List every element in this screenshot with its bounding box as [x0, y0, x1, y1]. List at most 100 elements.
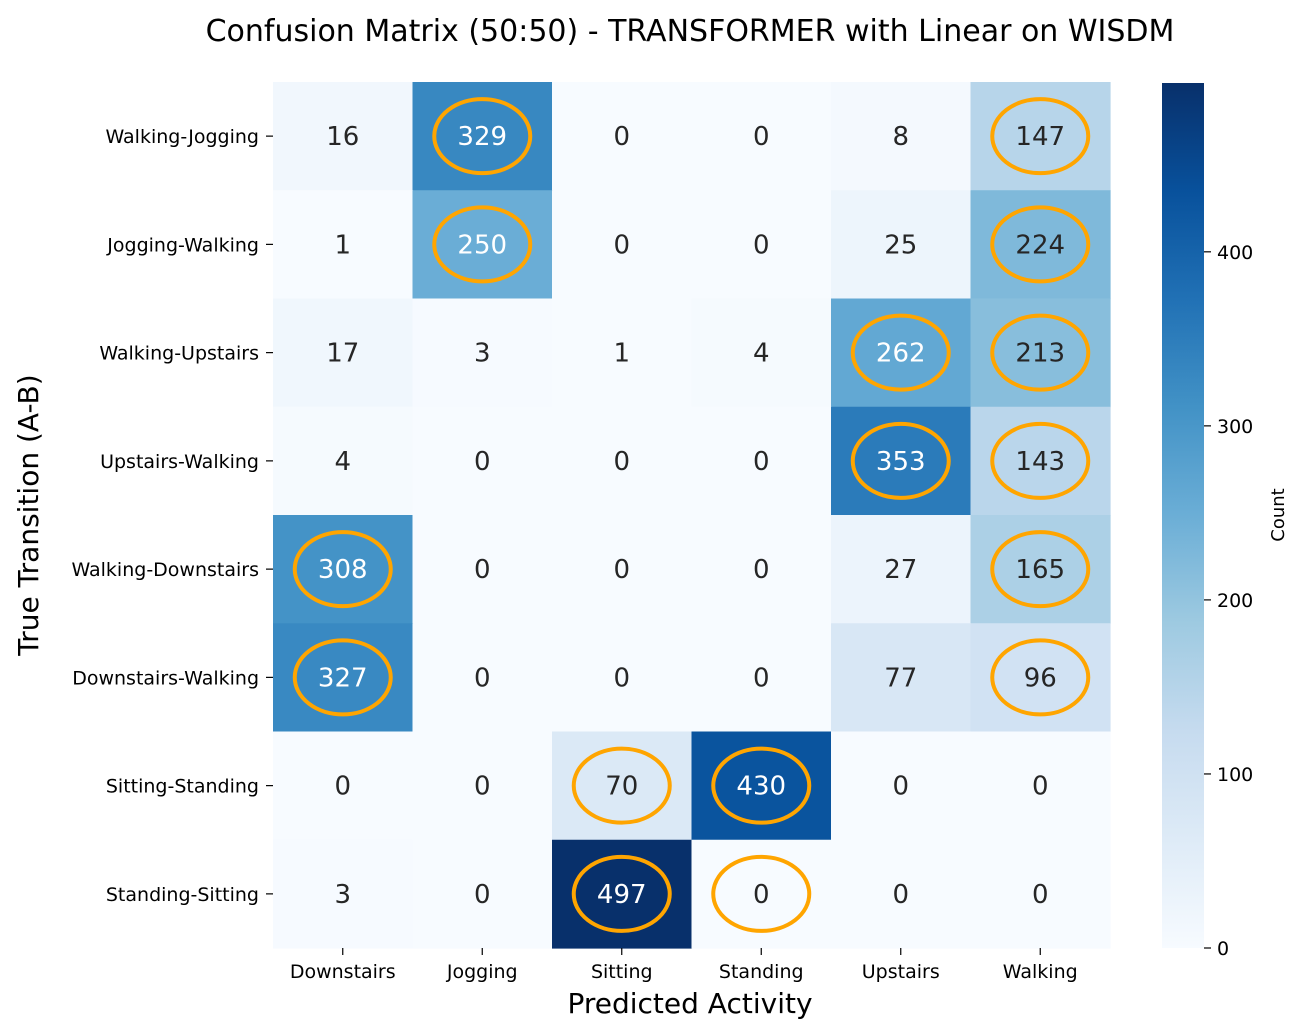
cell-value-1-5: 224: [1015, 230, 1065, 260]
cell-value-6-4: 0: [892, 772, 909, 802]
x-tick-label-jogging: Jogging: [446, 961, 518, 983]
cell-value-2-1: 3: [474, 339, 491, 369]
cell-5-4: [831, 623, 972, 733]
cell-value-0-0: 16: [326, 122, 359, 152]
highlight-ellipse-3-4: [850, 421, 951, 500]
colorbar-tick-label-0: 0: [1217, 938, 1229, 960]
y-axis-label: True Transition (A-B): [12, 374, 45, 656]
cell-7-5: [970, 839, 1111, 949]
y-tick-label-sitting-standing: Sitting-Standing: [106, 776, 259, 798]
cell-value-3-0: 4: [334, 447, 351, 477]
y-tick-label-walking-downstairs: Walking-Downstairs: [71, 559, 259, 581]
cell-4-4: [831, 515, 972, 624]
cell-value-5-3: 0: [753, 663, 770, 693]
cell-4-2: [552, 515, 693, 624]
cell-value-0-3: 0: [753, 122, 770, 152]
highlight-ellipse-1-1: [432, 205, 533, 284]
cell-value-6-1: 0: [474, 772, 491, 802]
y-tick-label-walking-jogging: Walking-Jogging: [105, 126, 259, 148]
x-tick-label-sitting: Sitting: [591, 961, 653, 983]
cell-4-1: [412, 515, 553, 624]
highlight-ellipse-2-4: [850, 313, 951, 392]
cell-0-3: [691, 82, 832, 191]
cell-value-3-1: 0: [474, 447, 491, 477]
cell-value-6-3: 430: [736, 772, 786, 802]
cell-2-2: [552, 298, 693, 408]
cell-2-1: [412, 298, 553, 408]
cell-value-7-0: 3: [334, 880, 351, 910]
x-tick-label-standing: Standing: [719, 961, 804, 983]
cell-value-7-4: 0: [892, 880, 909, 910]
cell-value-5-4: 77: [884, 663, 917, 693]
cell-value-3-3: 0: [753, 447, 770, 477]
cell-value-2-5: 213: [1015, 339, 1065, 369]
cell-value-1-3: 0: [753, 230, 770, 260]
cell-value-6-2: 70: [605, 772, 638, 802]
colorbar: [1162, 83, 1204, 948]
chart-title: Confusion Matrix (50:50) - TRANSFORMER w…: [206, 14, 1175, 49]
cell-2-3: [691, 298, 832, 408]
cell-value-4-3: 0: [753, 555, 770, 585]
x-tick-label-upstairs: Upstairs: [862, 961, 940, 983]
cell-value-5-2: 0: [613, 663, 630, 693]
cell-value-2-0: 17: [326, 339, 359, 369]
cell-value-0-5: 147: [1015, 122, 1065, 152]
cell-value-2-3: 4: [753, 339, 770, 369]
cell-value-3-2: 0: [613, 447, 630, 477]
cell-4-3: [691, 515, 832, 624]
cell-6-0: [273, 731, 414, 841]
cell-3-2: [552, 406, 693, 516]
cell-value-7-5: 0: [1032, 880, 1049, 910]
cell-value-7-1: 0: [474, 880, 491, 910]
cell-5-2: [552, 623, 693, 733]
y-tick-label-jogging-walking: Jogging-Walking: [106, 234, 259, 256]
y-tick-label-standing-sitting: Standing-Sitting: [106, 884, 259, 906]
cell-2-0: [273, 298, 414, 408]
highlight-ellipses: [292, 97, 1091, 933]
cell-3-0: [273, 406, 414, 516]
cell-value-5-1: 0: [474, 663, 491, 693]
cell-value-4-2: 0: [613, 555, 630, 585]
highlight-ellipse-7-2: [571, 854, 672, 933]
colorbar-tick-label-400: 400: [1217, 242, 1253, 264]
y-axis-ticks: Walking-Jogging Jogging-Walking Walking-Up…: [71, 126, 273, 906]
cell-7-0: [273, 839, 414, 949]
cell-7-1: [412, 839, 553, 949]
cell-value-7-2: 497: [597, 880, 647, 910]
cell-value-5-0: 327: [318, 663, 368, 693]
cell-value-1-4: 25: [884, 230, 917, 260]
cell-value-0-1: 329: [457, 122, 507, 152]
cell-0-4: [831, 82, 972, 191]
cell-value-1-1: 250: [457, 230, 507, 260]
cell-6-1: [412, 731, 553, 841]
cell-3-3: [691, 406, 832, 516]
cell-5-3: [691, 623, 832, 733]
cell-1-2: [552, 190, 693, 300]
highlight-ellipse-4-0: [292, 530, 393, 609]
cell-value-3-5: 143: [1015, 447, 1065, 477]
highlight-ellipse-4-5: [990, 530, 1091, 609]
colorbar-label: Count: [1268, 488, 1289, 541]
heatmap-cells: 16 329 0 0 8 147 1 250 0 0 25 224 17 3 1 4 262 213 4 0 0 0 353…: [273, 82, 1111, 949]
colorbar-ticks: 0 100 200 300 400: [1204, 242, 1253, 960]
y-tick-label-walking-upstairs: Walking-Upstairs: [99, 343, 259, 365]
cell-value-4-1: 0: [474, 555, 491, 585]
cell-1-3: [691, 190, 832, 300]
cell-value-6-5: 0: [1032, 772, 1049, 802]
x-tick-label-downstairs: Downstairs: [290, 961, 396, 983]
x-axis-label: Predicted Activity: [567, 987, 812, 1020]
highlight-ellipse-5-0: [292, 638, 393, 717]
highlight-ellipse-6-3: [711, 746, 812, 825]
cell-value-3-4: 353: [876, 447, 926, 477]
y-tick-label-upstairs-walking: Upstairs-Walking: [100, 451, 259, 473]
colorbar-tick-label-100: 100: [1217, 764, 1253, 786]
colorbar-tick-label-300: 300: [1217, 416, 1253, 438]
highlight-ellipse-5-5: [990, 638, 1091, 717]
cell-1-0: [273, 190, 414, 300]
highlight-ellipse-0-5: [990, 97, 1091, 176]
highlight-ellipse-0-1: [432, 97, 533, 176]
highlight-ellipse-2-5: [990, 313, 1091, 392]
cell-5-1: [412, 623, 553, 733]
cell-value-1-0: 1: [334, 230, 351, 260]
